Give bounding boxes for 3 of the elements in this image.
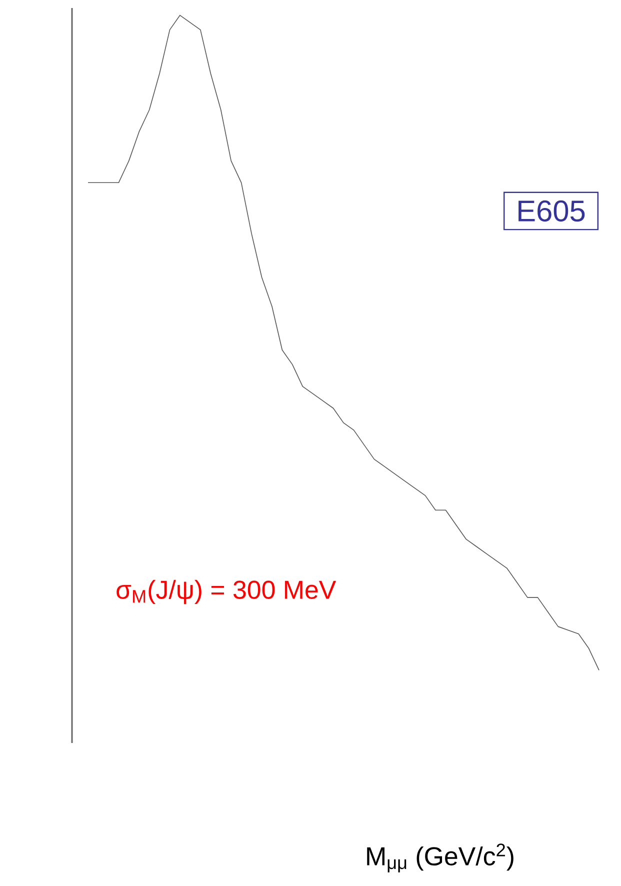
annotation: E605 <box>518 200 585 222</box>
annotation: σ$_{M}$(J/ψ) = 300 MeV <box>116 580 336 604</box>
x-axis-title: M$_{μμ}$ (GeV/c$^{2}$) <box>367 844 514 872</box>
